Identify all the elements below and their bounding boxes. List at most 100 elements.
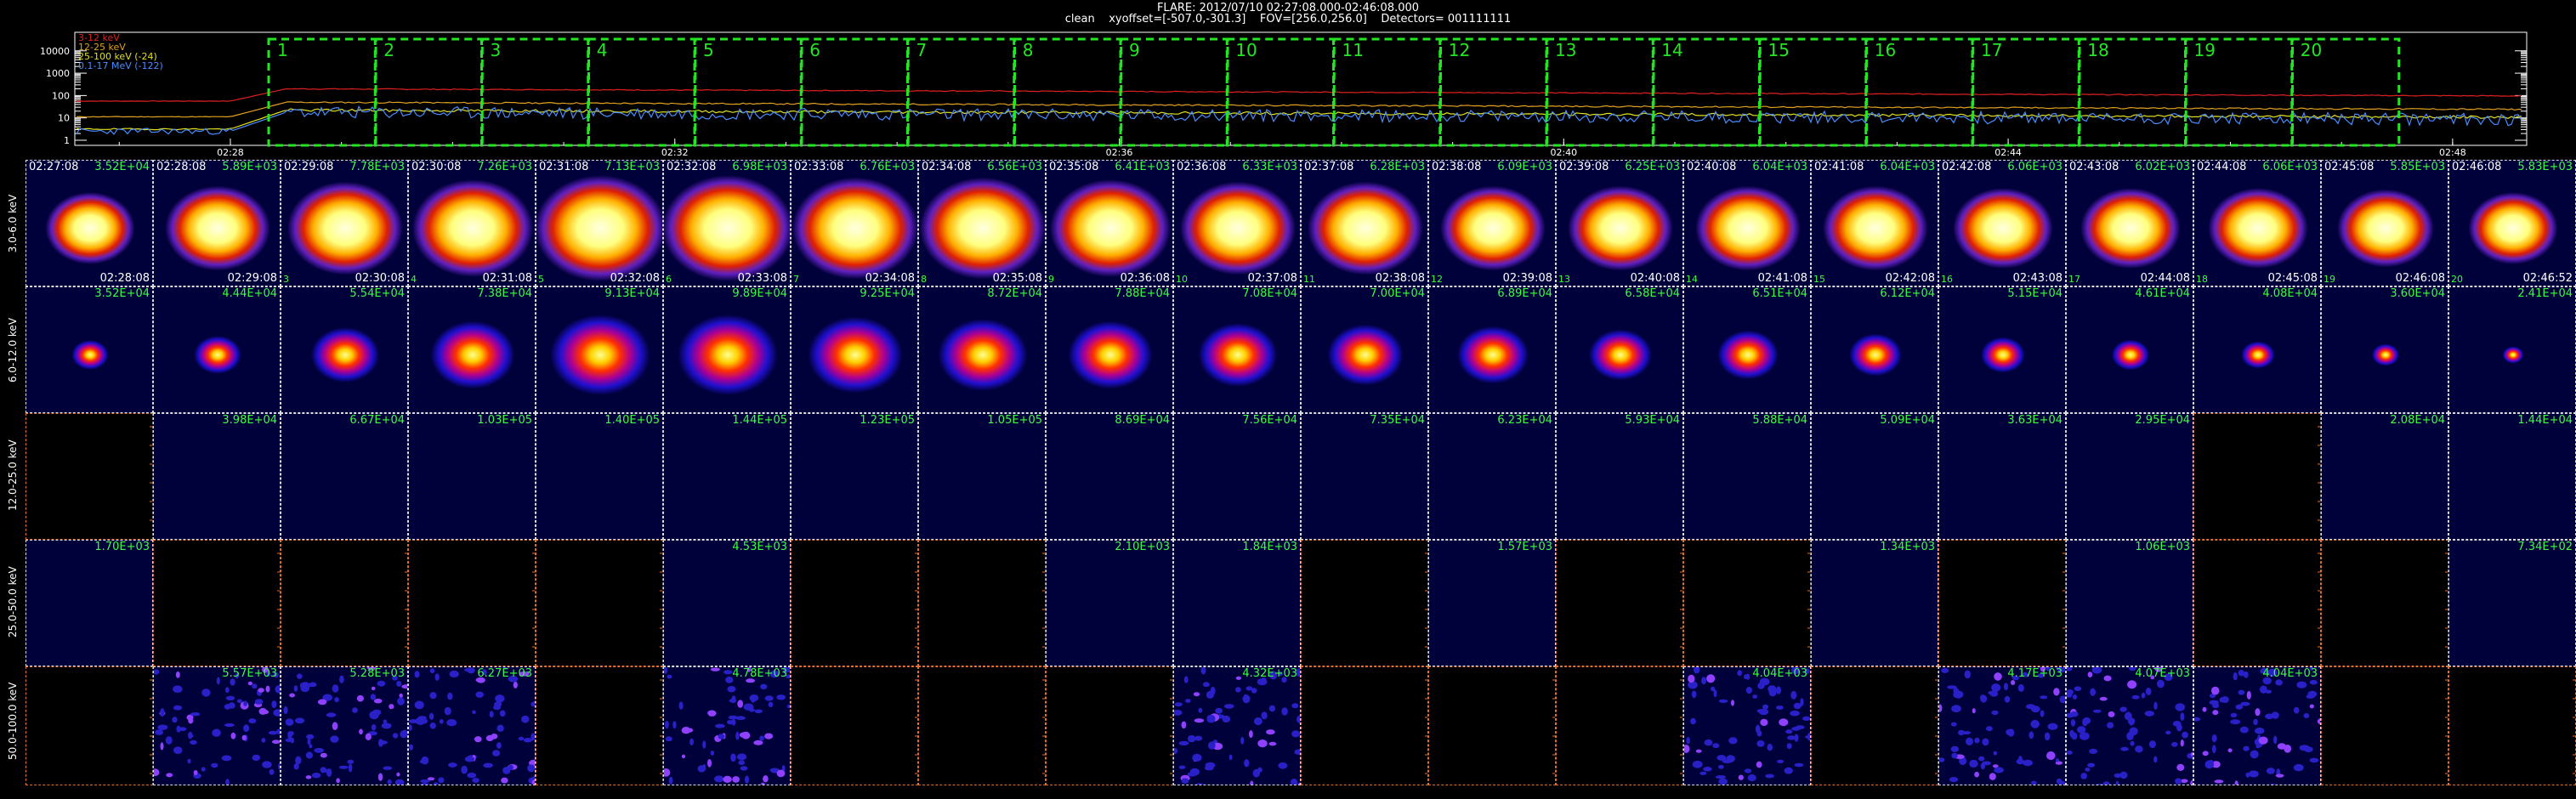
noise-speckle [2190,751,2193,757]
image-cell: 02:30:08 02:31:08 4 7.26E+03 [408,160,536,286]
noise-speckle [723,670,733,675]
peak-value: 4.32E+03 [1242,667,1297,680]
noise-speckle [2153,701,2158,710]
noise-speckle [2006,728,2013,736]
noise-speckle [1939,704,1943,712]
noise-speckle [496,724,504,732]
noise-speckle [2016,758,2025,765]
noise-speckle [2194,717,2201,722]
noise-speckle [157,724,168,730]
noise-speckle [1695,749,1702,753]
image-cell: 9.13E+04 [536,286,663,413]
cell-graphic [281,414,408,540]
noise-speckle [2038,672,2045,678]
peak-value: 5.93E+04 [1625,414,1680,427]
noise-speckle [1242,694,1251,704]
noise-speckle [723,775,732,783]
start-time: 02:31:08 [539,161,589,173]
noise-speckle [739,732,749,739]
noise-speckle [1949,777,1958,783]
noise-speckle [519,671,530,677]
image-cell: 02:37:08 02:38:08 11 6.28E+03 [1301,160,1428,286]
cell-graphic [2468,192,2558,264]
interval-index: 19 [2324,274,2335,285]
source-emission [1327,324,1404,386]
cell-graphic [1823,185,1928,271]
noise-speckle [2210,686,2220,695]
noise-speckle [1756,761,1762,768]
end-time: 02:28:08 [99,272,150,285]
noise-speckle [2303,713,2310,718]
noise-speckle [2028,731,2034,740]
noise-speckle [330,735,339,743]
noise-speckle [2296,681,2307,688]
noise-speckle [187,758,191,764]
image-cell: 02:42:08 02:43:08 16 6.06E+03 [1938,160,2066,286]
empty-cell [1683,540,1811,666]
noise-speckle [1991,683,2001,692]
noise-speckle [707,759,712,768]
source-emission [1198,323,1278,387]
noise-speckle [2026,704,2035,710]
noise-speckle [1951,752,1958,759]
image-cell: 6.67E+04 [281,413,408,540]
noise-speckle [735,731,740,740]
end-time: 02:40:08 [1630,272,1680,285]
noise-speckle [1794,734,1799,742]
noise-speckle [1193,692,1200,697]
end-time: 02:31:08 [482,272,532,285]
cell-graphic [1588,329,1653,381]
noise-speckle [444,706,451,716]
noise-speckle [2059,695,2065,704]
image-cell: 02:36:08 02:37:08 10 6.33E+03 [1173,160,1301,286]
cell-graphic [1939,667,2065,785]
noise-speckle [165,736,173,745]
image-cell: 02:41:08 02:42:08 15 6.04E+03 [1811,160,1938,286]
noise-speckle [2233,672,2238,681]
noise-speckle [2309,667,2313,671]
cell-graphic [678,314,778,395]
noise-speckle [2114,773,2122,778]
noise-speckle [753,740,763,745]
empty-cell [408,540,536,666]
interval-label: 9 [1129,40,1140,60]
noise-speckle [1206,714,1216,723]
cell-graphic [2111,339,2150,371]
noise-speckle [1966,737,1973,745]
noise-speckle [485,734,494,742]
noise-speckle [1776,706,1784,710]
noise-speckle [188,717,194,724]
noise-speckle [2040,710,2045,717]
image-cell: 1.06E+03 [2066,540,2193,666]
start-time: 02:41:08 [1814,161,1864,173]
source-emission [2336,189,2435,268]
source-emission [2208,188,2308,269]
noise-speckle [2129,667,2136,672]
noise-speckle [1202,682,1210,688]
noise-speckle [154,669,160,675]
empty-cell [2448,666,2576,785]
interval-index: 18 [2196,274,2208,285]
noise-speckle [1192,753,1202,762]
noise-speckle [2212,710,2219,716]
peak-value: 3.60E+04 [2390,287,2445,300]
noise-speckle [727,686,736,693]
cell-graphic [150,426,152,521]
cell-graphic [2502,346,2524,364]
noise-speckle [2053,688,2060,696]
noise-speckle [483,762,493,768]
cell-graphic [1429,541,1556,666]
noise-speckle [289,693,295,698]
noise-speckle [2046,751,2056,760]
noise-speckle [1183,676,1189,683]
noise-speckle [678,701,684,710]
cell-graphic [1849,333,1902,377]
noise-speckle [419,760,425,764]
noise-speckle [2096,783,2103,785]
cell-graphic [2067,541,2193,666]
noise-speckle [1210,686,1216,695]
noise-speckle [472,778,479,783]
end-time: 02:32:08 [610,272,660,285]
interval-label: 19 [2194,40,2216,60]
x-tick-label: 02:48 [2439,147,2466,157]
